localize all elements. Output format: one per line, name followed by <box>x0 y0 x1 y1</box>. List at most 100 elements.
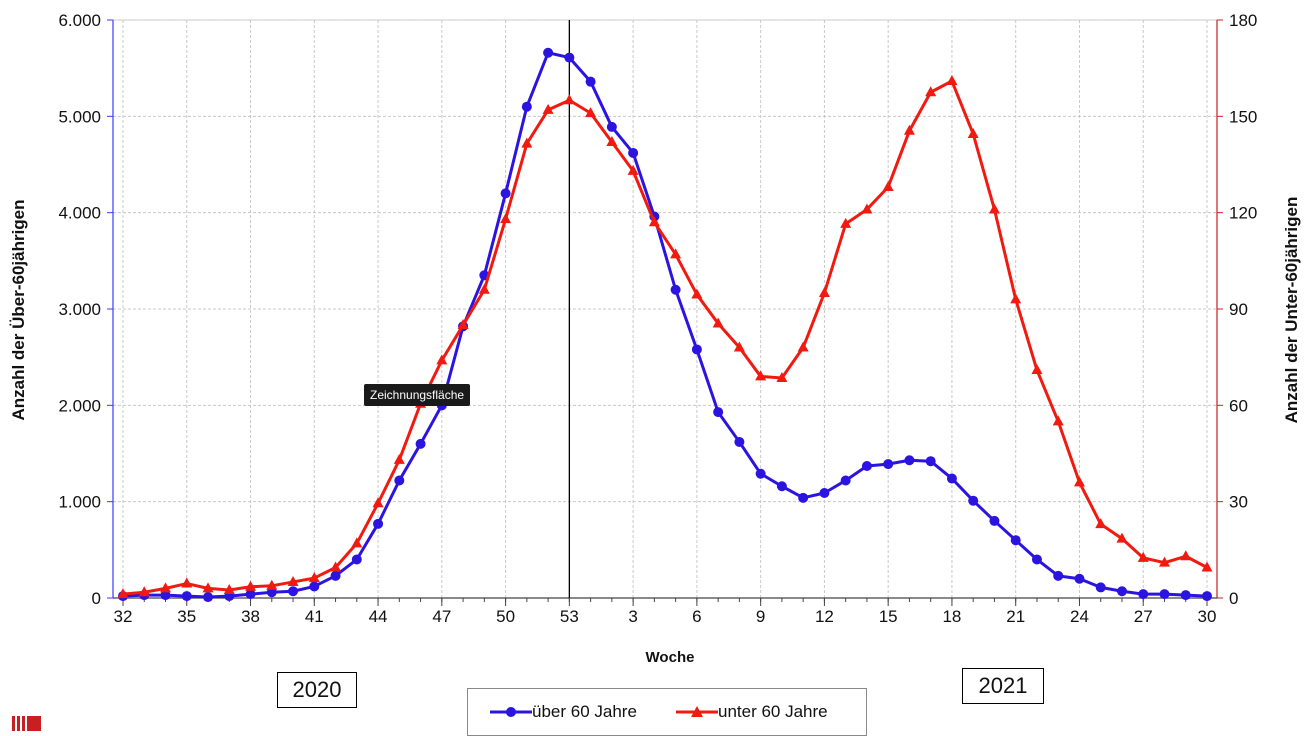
point-under-60 <box>840 217 852 228</box>
year-label-2021: 2021 <box>962 668 1044 704</box>
point-under-60 <box>818 286 830 297</box>
left-tick-label: 2.000 <box>58 396 101 415</box>
point-under-60 <box>1180 550 1192 561</box>
point-over-60 <box>245 589 256 600</box>
point-under-60 <box>160 582 172 593</box>
point-under-60 <box>308 572 320 583</box>
point-over-60 <box>606 121 617 132</box>
legend-swatch-circle-icon <box>490 707 532 717</box>
legend-item-over-60: über 60 Jahre <box>490 701 637 723</box>
point-over-60 <box>181 591 192 602</box>
point-over-60 <box>734 436 745 447</box>
point-under-60 <box>500 213 512 224</box>
point-over-60 <box>883 459 894 470</box>
right-tick-label: 120 <box>1229 204 1257 223</box>
point-over-60 <box>1180 590 1191 601</box>
point-over-60 <box>351 554 362 565</box>
point-under-60 <box>1158 556 1170 567</box>
x-tick-label: 38 <box>241 607 260 626</box>
right-tick-label: 0 <box>1229 589 1238 608</box>
right-tick-label: 30 <box>1229 493 1248 512</box>
left-tick-label: 5.000 <box>58 107 101 126</box>
point-under-60 <box>585 107 597 118</box>
point-over-60 <box>989 515 1000 526</box>
series-line-under-60 <box>122 79 1208 596</box>
point-over-60 <box>1116 586 1127 597</box>
point-under-60 <box>521 137 533 148</box>
point-under-60 <box>223 583 235 594</box>
point-under-60 <box>1116 532 1128 543</box>
point-over-60 <box>1202 591 1212 602</box>
legend-swatch-triangle-icon <box>676 706 718 717</box>
point-over-60 <box>713 407 724 418</box>
point-under-60 <box>181 577 193 588</box>
point-under-60 <box>1095 518 1107 529</box>
point-under-60 <box>287 575 299 586</box>
x-tick-label: 53 <box>560 607 579 626</box>
point-under-60 <box>330 561 342 572</box>
left-tick-label: 1.000 <box>58 493 101 512</box>
point-under-60 <box>1010 293 1022 304</box>
point-over-60 <box>394 475 405 486</box>
point-under-60 <box>372 497 384 508</box>
x-tick-label: 41 <box>305 607 324 626</box>
point-over-60 <box>670 284 681 295</box>
point-under-60 <box>1073 476 1085 487</box>
left-tick-label: 4.000 <box>58 204 101 223</box>
x-tick-label: 27 <box>1134 607 1153 626</box>
x-tick-label: 35 <box>177 607 196 626</box>
point-under-60 <box>903 124 915 135</box>
left-tick-label: 3.000 <box>58 300 101 319</box>
point-under-60 <box>733 341 745 352</box>
left-tick-label: 0 <box>92 589 101 608</box>
left-y-axis: 0 1.000 2.000 3.000 4.000 5.000 6.000 <box>58 11 114 608</box>
point-under-60 <box>457 319 469 330</box>
point-over-60 <box>330 570 341 581</box>
point-over-60 <box>585 76 596 87</box>
point-under-60 <box>202 582 214 593</box>
point-over-60 <box>1138 589 1149 600</box>
point-under-60 <box>393 453 405 464</box>
point-over-60 <box>288 586 299 597</box>
point-over-60 <box>415 438 426 449</box>
right-tick-label: 150 <box>1229 107 1257 126</box>
x-axis-title: Woche <box>646 649 695 666</box>
x-tick-label: 9 <box>756 607 765 626</box>
point-under-60 <box>691 288 703 299</box>
year-label-2020: 2020 <box>277 672 357 708</box>
point-over-60 <box>840 475 851 486</box>
right-axis-title: Anzahl der Unter-60jährigen <box>1282 197 1301 424</box>
point-over-60 <box>309 581 320 592</box>
right-tick-label: 90 <box>1229 300 1248 319</box>
x-tick-label: 12 <box>815 607 834 626</box>
point-over-60 <box>1031 554 1042 565</box>
point-under-60 <box>670 248 682 259</box>
plot-area-tooltip: Zeichnungsfläche <box>364 384 471 406</box>
x-tick-label: 32 <box>114 607 133 626</box>
point-over-60 <box>1053 570 1064 581</box>
point-over-60 <box>755 468 766 479</box>
point-under-60 <box>563 94 575 105</box>
left-tick-label: 6.000 <box>58 11 101 30</box>
legend: über 60 Jahre unter 60 Jahre <box>467 688 867 736</box>
series-line-over-60 <box>122 51 1208 599</box>
point-under-60 <box>436 354 448 365</box>
point-under-60 <box>1137 551 1149 562</box>
x-tick-label: 44 <box>369 607 388 626</box>
point-over-60 <box>543 47 554 58</box>
point-under-60 <box>1201 561 1213 572</box>
point-under-60 <box>627 164 639 175</box>
point-under-60 <box>606 136 618 147</box>
point-over-60 <box>904 455 915 466</box>
gridlines <box>112 19 1218 599</box>
point-under-60 <box>351 537 363 548</box>
point-over-60 <box>628 147 639 158</box>
x-tick-label: 47 <box>432 607 451 626</box>
point-over-60 <box>160 590 171 601</box>
legend-item-under-60: unter 60 Jahre <box>676 701 828 723</box>
point-under-60 <box>967 127 979 138</box>
point-under-60 <box>755 370 767 381</box>
point-under-60 <box>988 203 1000 214</box>
point-under-60 <box>542 103 554 114</box>
